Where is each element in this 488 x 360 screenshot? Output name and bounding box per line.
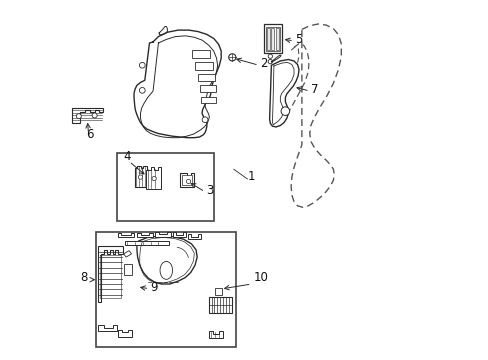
Polygon shape — [123, 251, 131, 257]
Bar — [117, 153, 214, 221]
Polygon shape — [208, 331, 223, 338]
Bar — [192, 50, 210, 58]
Polygon shape — [118, 233, 134, 237]
Text: 2: 2 — [260, 57, 267, 71]
Polygon shape — [145, 167, 161, 189]
Polygon shape — [155, 231, 171, 237]
Bar — [215, 288, 222, 296]
Bar — [182, 175, 191, 185]
Circle shape — [139, 87, 145, 93]
Bar — [264, 24, 282, 53]
Bar — [265, 27, 280, 51]
Circle shape — [267, 59, 272, 64]
Bar — [195, 62, 212, 69]
Text: 3: 3 — [206, 184, 213, 197]
Polygon shape — [172, 232, 186, 237]
Circle shape — [92, 113, 97, 118]
Polygon shape — [137, 236, 197, 284]
Ellipse shape — [160, 261, 172, 279]
Polygon shape — [72, 108, 102, 123]
Circle shape — [152, 176, 156, 181]
Text: 10: 10 — [253, 271, 268, 284]
Circle shape — [228, 54, 235, 61]
Text: 7: 7 — [310, 83, 318, 96]
Bar — [200, 85, 215, 92]
Polygon shape — [118, 330, 131, 337]
Polygon shape — [187, 234, 201, 239]
Text: 9: 9 — [150, 281, 158, 294]
Polygon shape — [98, 325, 117, 331]
Text: 6: 6 — [86, 128, 93, 141]
Text: 5: 5 — [294, 33, 302, 46]
Circle shape — [138, 175, 142, 179]
Polygon shape — [135, 166, 147, 187]
Polygon shape — [269, 59, 298, 127]
Text: 1: 1 — [247, 170, 255, 183]
Polygon shape — [137, 233, 153, 237]
Polygon shape — [125, 241, 169, 245]
Circle shape — [139, 62, 145, 68]
Text: 8: 8 — [80, 271, 87, 284]
Bar — [201, 97, 215, 103]
Bar — [124, 264, 132, 275]
Polygon shape — [208, 297, 231, 314]
Circle shape — [281, 107, 289, 116]
Bar — [198, 74, 215, 81]
Circle shape — [267, 54, 272, 58]
Circle shape — [76, 114, 81, 119]
Bar — [266, 28, 269, 50]
Bar — [96, 232, 235, 347]
Polygon shape — [98, 246, 122, 302]
Polygon shape — [180, 173, 194, 187]
Polygon shape — [271, 55, 281, 62]
Circle shape — [186, 179, 190, 184]
Bar — [271, 28, 274, 50]
Text: 4: 4 — [123, 150, 130, 163]
Bar — [275, 28, 278, 50]
Circle shape — [202, 117, 207, 123]
